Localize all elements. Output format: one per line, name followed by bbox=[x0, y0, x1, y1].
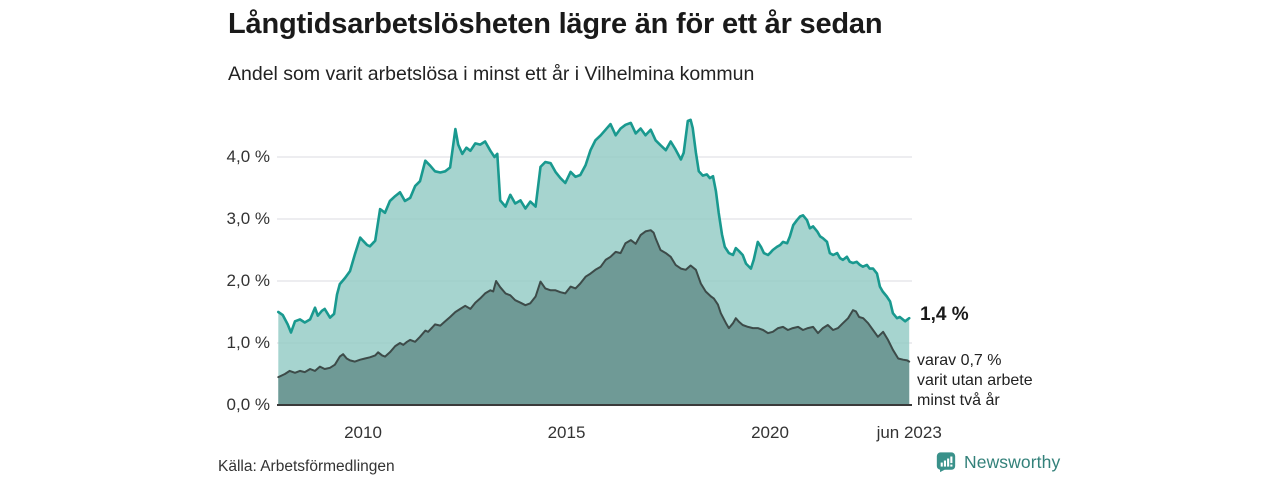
x-tick-label: 2020 bbox=[751, 423, 789, 442]
series-line-1 bbox=[277, 229, 911, 379]
source-note: Källa: Arbetsförmedlingen bbox=[218, 458, 395, 475]
y-tick-label: 1,0 % bbox=[226, 333, 270, 352]
chart-subtitle: Andel som varit arbetslösa i minst ett å… bbox=[228, 63, 755, 85]
newsworthy-icon bbox=[936, 452, 956, 473]
y-tick-label: 3,0 % bbox=[226, 209, 270, 228]
newsworthy-wordmark: Newsworthy bbox=[964, 451, 1061, 472]
x-tick-label: 2015 bbox=[547, 423, 586, 442]
newsworthy-logo: Newsworthy bbox=[935, 451, 1060, 473]
secondary-annotation: varav 0,7 % varit utan arbete minst två … bbox=[917, 352, 1033, 409]
x-tick-label: 2010 bbox=[344, 423, 382, 442]
y-tick-label: 4,0 % bbox=[226, 147, 270, 166]
y-tick-label: 2,0 % bbox=[226, 271, 270, 290]
y-tick-label: 0,0 % bbox=[226, 395, 270, 414]
page-title: Långtidsarbetslösheten lägre än för ett … bbox=[228, 8, 883, 40]
series-line-0 bbox=[277, 118, 911, 334]
x-tick-label: jun 2023 bbox=[876, 423, 942, 442]
latest-value-label: 1,4 % bbox=[920, 304, 969, 325]
series-area-1 bbox=[278, 230, 910, 405]
